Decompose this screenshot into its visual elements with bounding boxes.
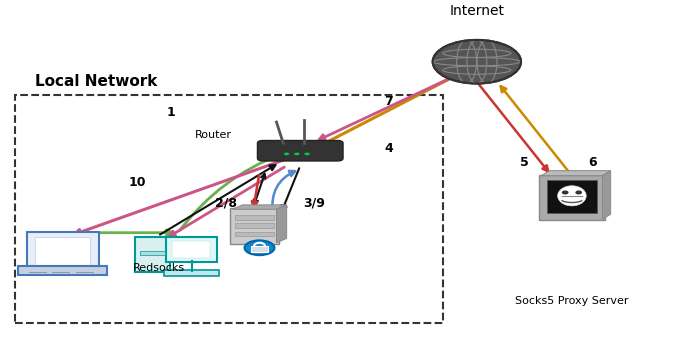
Text: Redsocks: Redsocks (133, 263, 185, 273)
Polygon shape (233, 205, 286, 209)
Ellipse shape (558, 186, 587, 206)
FancyBboxPatch shape (258, 141, 343, 161)
Circle shape (245, 240, 274, 255)
Ellipse shape (576, 190, 582, 194)
Text: Local Network: Local Network (35, 74, 158, 89)
FancyBboxPatch shape (539, 175, 604, 220)
Text: 6: 6 (588, 156, 597, 169)
Polygon shape (602, 171, 610, 219)
Text: 2/8: 2/8 (215, 196, 237, 209)
Ellipse shape (562, 190, 569, 194)
FancyBboxPatch shape (166, 237, 218, 262)
FancyBboxPatch shape (235, 223, 273, 228)
Polygon shape (276, 205, 286, 243)
FancyBboxPatch shape (35, 237, 91, 265)
Circle shape (294, 152, 299, 155)
Circle shape (304, 152, 310, 155)
FancyBboxPatch shape (135, 237, 170, 272)
FancyBboxPatch shape (140, 251, 165, 255)
Text: Router: Router (195, 130, 233, 141)
FancyBboxPatch shape (235, 232, 273, 236)
FancyBboxPatch shape (18, 266, 107, 275)
FancyBboxPatch shape (235, 215, 273, 220)
Text: 4: 4 (384, 142, 393, 155)
Circle shape (284, 152, 289, 155)
FancyBboxPatch shape (547, 180, 597, 213)
Polygon shape (542, 171, 610, 176)
Text: Socks5 Proxy Server: Socks5 Proxy Server (515, 296, 629, 306)
FancyBboxPatch shape (231, 208, 278, 244)
Text: 5: 5 (520, 156, 529, 169)
Circle shape (432, 40, 521, 83)
FancyBboxPatch shape (172, 241, 210, 258)
Text: 7: 7 (384, 95, 393, 108)
FancyBboxPatch shape (27, 232, 98, 271)
FancyBboxPatch shape (252, 246, 267, 252)
Text: 3/9: 3/9 (303, 196, 325, 209)
Text: Internet: Internet (449, 4, 505, 19)
FancyBboxPatch shape (164, 270, 220, 276)
Text: 10: 10 (128, 176, 146, 189)
Text: 1: 1 (167, 105, 175, 119)
